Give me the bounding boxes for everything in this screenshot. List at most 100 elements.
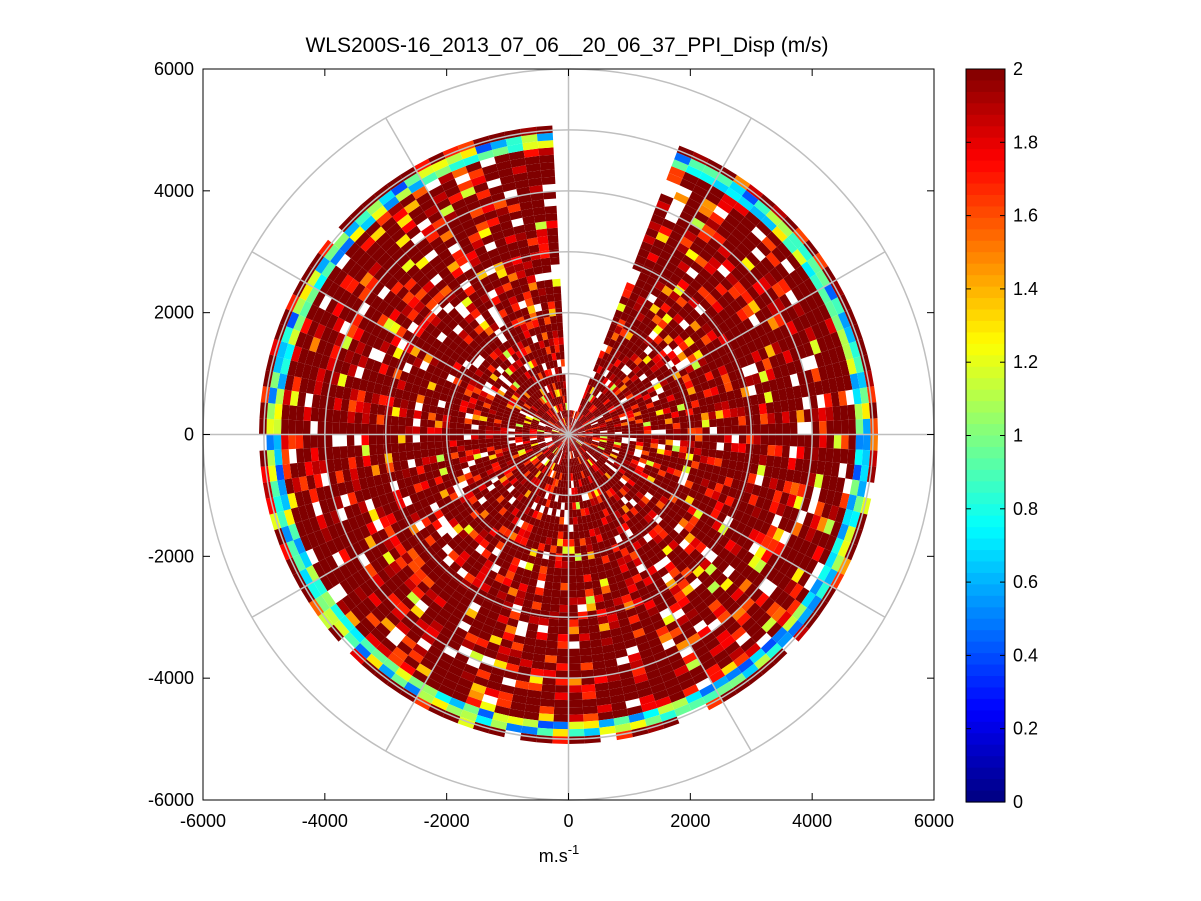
ppi-cell: [510, 451, 519, 457]
ppi-cell: [525, 400, 533, 408]
ppi-cell: [548, 308, 556, 317]
ppi-cell: [512, 334, 521, 344]
ppi-cell: [599, 467, 607, 475]
ppi-cell: [420, 563, 433, 576]
ppi-cell: [485, 504, 495, 514]
colorbar-gradient: [966, 69, 1005, 803]
ppi-cell: [472, 386, 482, 395]
ppi-cell: [746, 569, 760, 584]
ppi-cell: [668, 539, 679, 551]
ppi-cell: [373, 184, 391, 200]
ppi-cell: [478, 662, 494, 674]
plot-area: -6000 -4000 -2000 0 2000 4000 6000 60004000200…: [148, 59, 954, 831]
ppi-cell: [382, 482, 393, 494]
ppi-cell: [665, 434, 674, 440]
ppi-cell: [320, 527, 333, 543]
ppi-cell: [724, 426, 732, 435]
ppi-cell: [420, 441, 428, 450]
ppi-cell: [635, 396, 645, 404]
ppi-cell: [728, 338, 740, 351]
ppi-cell: [288, 419, 296, 435]
ppi-cell: [361, 368, 372, 381]
ppi-cell: [777, 220, 793, 238]
ppi-cell: [768, 500, 780, 514]
ppi-cell: [558, 396, 562, 404]
ppi-cell: [536, 228, 548, 238]
ppi-cell: [571, 451, 574, 459]
ppi-cell: [379, 583, 393, 598]
ppi-cell: [596, 495, 603, 504]
ppi-cell: [313, 473, 323, 489]
ppi-cell: [599, 501, 607, 511]
ppi-cell: [797, 524, 810, 540]
ppi-cell: [329, 344, 341, 360]
ppi-cell: [422, 487, 433, 498]
ppi-cell: [511, 361, 520, 371]
ppi-cell: [408, 649, 424, 664]
ppi-cell: [572, 443, 576, 451]
ppi-cell: [564, 443, 567, 452]
ppi-cell: [664, 418, 673, 425]
ppi-cell: [304, 503, 316, 519]
ppi-cell: [738, 443, 747, 454]
ppi-cell: [375, 506, 386, 519]
ppi-cell: [727, 286, 741, 300]
ppi-cell: [472, 297, 484, 309]
ppi-cell: [783, 274, 798, 290]
ppi-cell: [627, 478, 636, 487]
ppi-cell: [501, 447, 510, 453]
ppi-cell: [666, 307, 678, 319]
ppi-cell: [668, 461, 677, 470]
ppi-cell: [392, 267, 407, 282]
ppi-cell: [651, 544, 662, 555]
ppi-cell: [761, 617, 777, 633]
ppi-cell: [527, 170, 542, 180]
ppi-cell: [747, 327, 760, 341]
ppi-cell: [530, 385, 537, 393]
ppi-cell: [369, 444, 378, 456]
ppi-cell: [473, 675, 489, 688]
ppi-cell: [495, 206, 510, 217]
ppi-cell: [467, 402, 476, 410]
ppi-cell: [477, 708, 495, 720]
ppi-cell: [435, 197, 452, 211]
ppi-cell: [400, 615, 416, 630]
ppi-cell: [640, 364, 650, 374]
ppi-cell: [789, 410, 798, 423]
ppi-cell: [516, 420, 524, 425]
ppi-cell: [509, 397, 518, 404]
polar-grid-spoke: [567, 434, 752, 752]
ppi-cell: [706, 403, 716, 413]
ppi-cell: [429, 619, 444, 633]
ppi-cell: [537, 364, 544, 373]
ppi-cell: [475, 714, 493, 727]
ppi-cell: [615, 470, 624, 478]
ppi-cell: [605, 444, 614, 449]
ppi-cell: [424, 606, 439, 620]
ppi-cell: [638, 351, 648, 361]
ppi-cell: [501, 560, 511, 571]
ppi-cell: [664, 296, 676, 308]
ppi-cell: [754, 309, 767, 324]
ppi-cell: [376, 299, 390, 314]
ppi-cell: [492, 491, 502, 500]
ppi-cell: [570, 428, 577, 433]
ppi-cell: [548, 444, 556, 450]
ppi-cell: [643, 425, 652, 431]
ppi-cell: [776, 610, 792, 627]
ppi-cell: [624, 456, 633, 463]
ppi-cell: [528, 282, 538, 291]
ppi-cell: [385, 222, 402, 238]
ppi-cell: [599, 426, 607, 430]
ppi-cell: [373, 669, 391, 685]
ppi-cell: [274, 403, 283, 420]
ppi-cell: [720, 373, 731, 385]
ppi-cell: [678, 517, 689, 528]
ppi-cell: [668, 166, 686, 179]
ppi-cell: [621, 400, 630, 407]
ppi-cell: [801, 261, 816, 278]
ppi-cell: [629, 566, 640, 577]
ppi-cell: [514, 404, 523, 411]
ppi-cell: [561, 427, 567, 433]
ppi-cell: [369, 413, 378, 425]
